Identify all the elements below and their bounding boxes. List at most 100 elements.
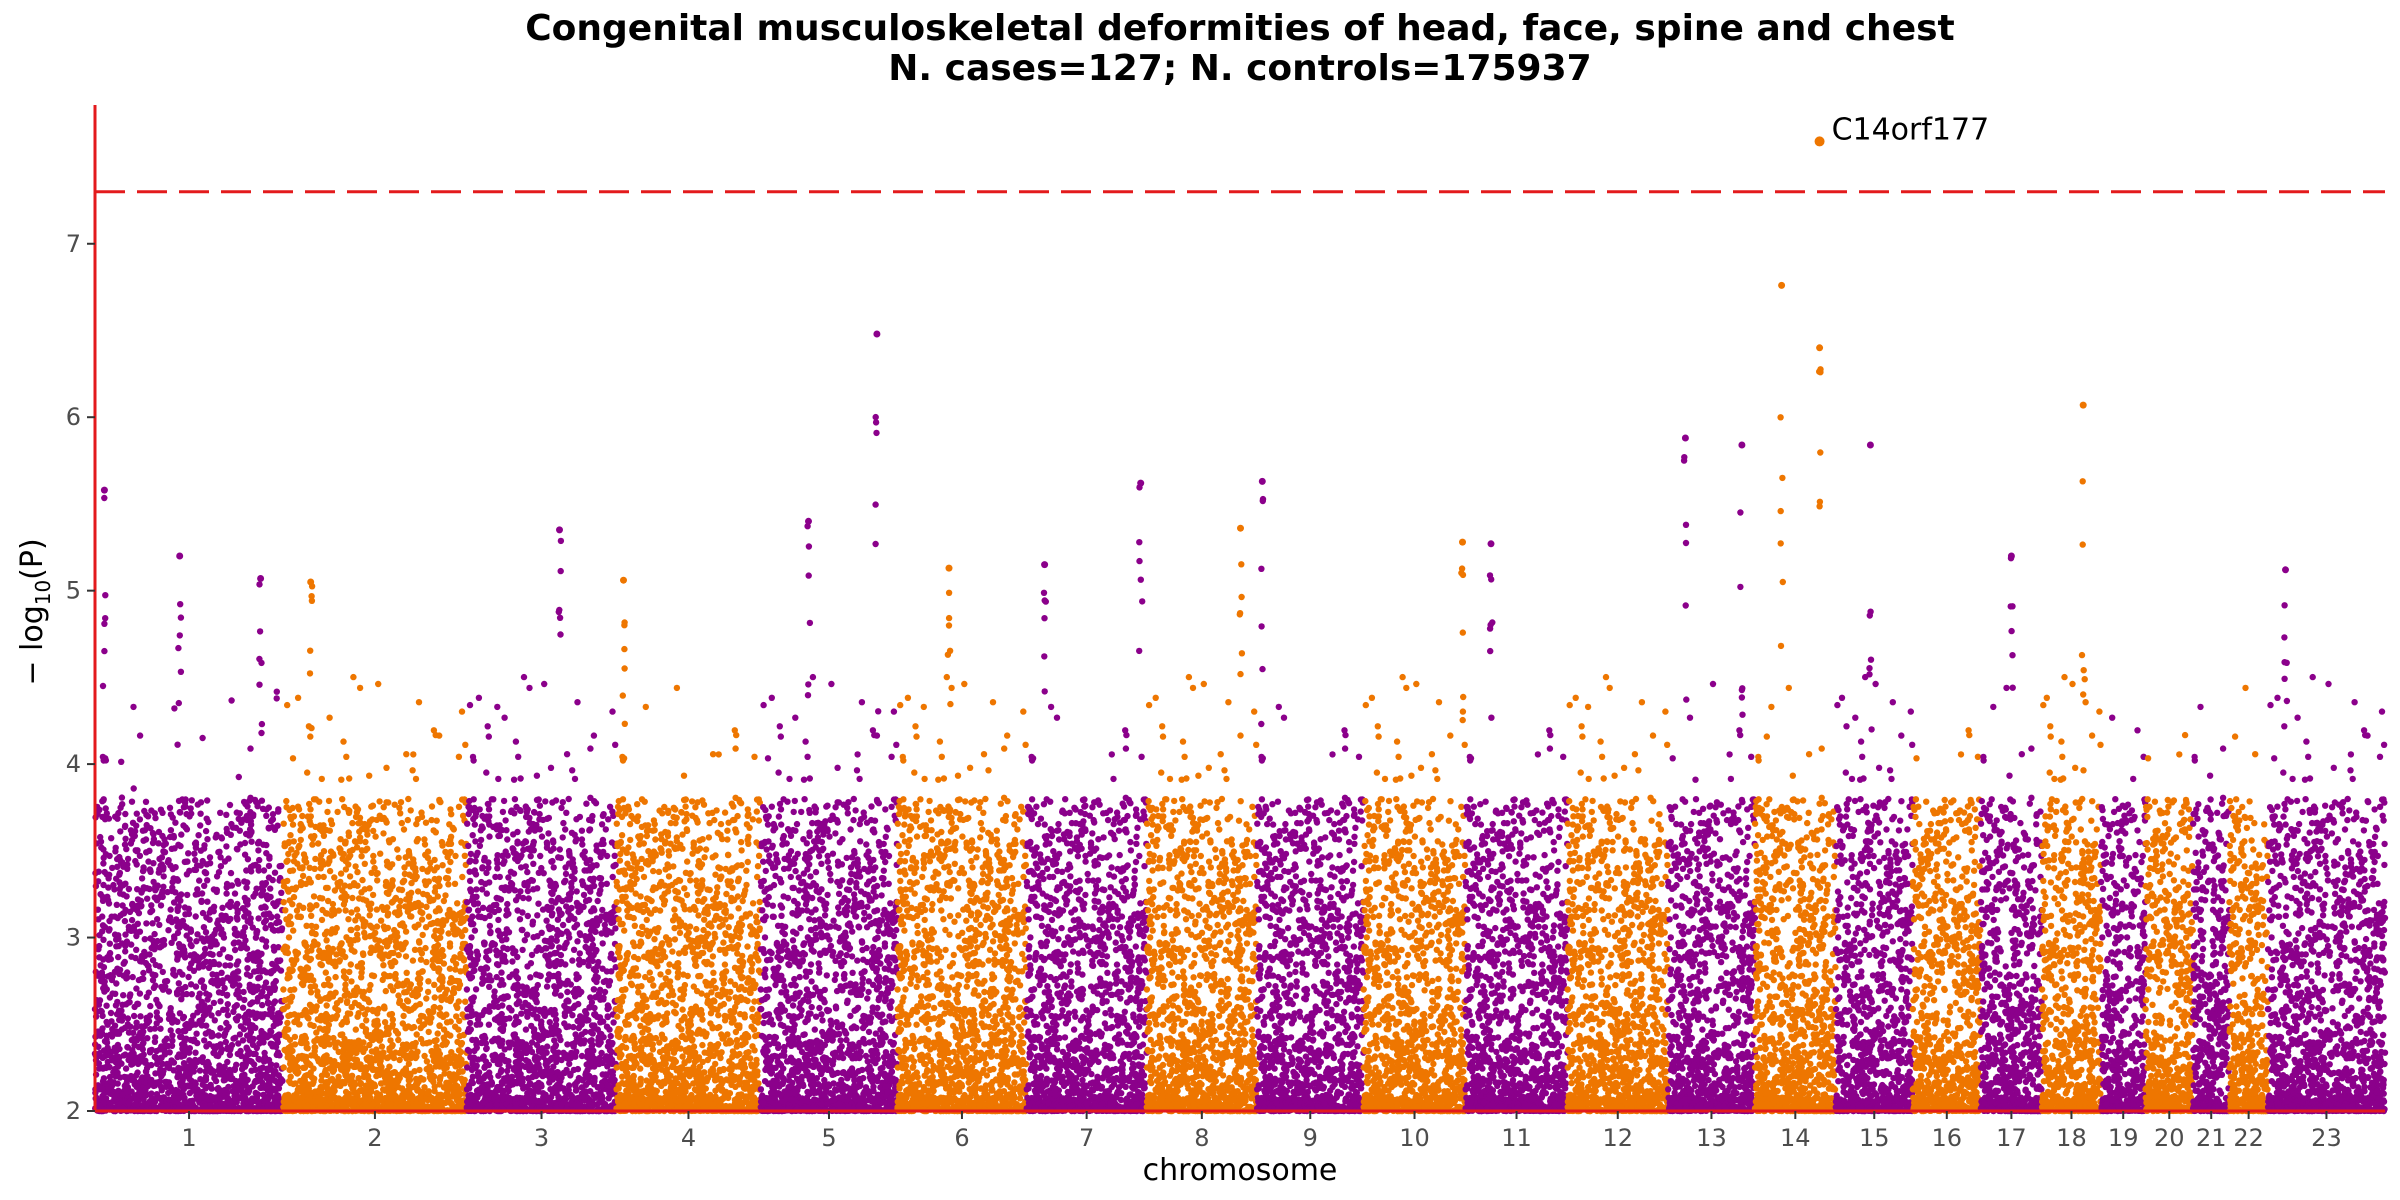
snp-point	[316, 947, 322, 953]
snp-point	[245, 856, 251, 862]
snp-point	[172, 820, 178, 826]
snp-point	[456, 1018, 462, 1024]
snp-point	[135, 896, 141, 902]
snp-point	[405, 998, 411, 1004]
snp-point	[343, 866, 349, 872]
snp-point	[214, 920, 220, 926]
snp-point	[234, 901, 240, 907]
snp-point	[461, 957, 467, 963]
snp-point	[174, 906, 180, 912]
snp-point	[260, 1065, 266, 1071]
snp-point	[380, 1050, 386, 1056]
snp-point	[307, 1092, 313, 1098]
snp-point	[122, 811, 128, 817]
snp-point	[191, 851, 197, 857]
snp-point	[210, 1068, 216, 1074]
snp-point	[223, 913, 229, 919]
snp-point	[342, 907, 348, 913]
snp-point	[272, 998, 278, 1004]
snp-point	[154, 897, 160, 903]
snp-point	[154, 1014, 160, 1020]
snp-point	[227, 802, 233, 808]
snp-point	[227, 1052, 233, 1058]
snp-point	[119, 859, 125, 865]
snp-point	[298, 837, 304, 843]
snp-point	[456, 1068, 462, 1074]
snp-point	[267, 894, 273, 900]
snp-point	[416, 1067, 422, 1073]
snp-point	[221, 1077, 227, 1083]
snp-point	[242, 924, 248, 930]
snp-point	[188, 943, 194, 949]
snp-point	[545, 962, 551, 968]
snp-point	[266, 863, 272, 869]
snp-point	[127, 993, 133, 999]
snp-point	[437, 1051, 443, 1057]
snp-point	[161, 873, 167, 879]
snp-point	[377, 851, 383, 857]
snp-point	[302, 856, 308, 862]
snp-point	[236, 989, 242, 995]
snp-point	[269, 961, 275, 967]
snp-point	[423, 820, 429, 826]
snp-point	[224, 992, 230, 998]
snp-point	[185, 974, 191, 980]
snp-point	[301, 1034, 307, 1040]
snp-point	[436, 1011, 442, 1017]
snp-point	[189, 797, 195, 803]
snp-point	[105, 1045, 111, 1051]
snp-point	[204, 816, 210, 822]
snp-point	[423, 924, 429, 930]
snp-point	[436, 883, 442, 889]
snp-point	[193, 938, 199, 944]
snp-point	[304, 1060, 310, 1066]
snp-point	[354, 844, 360, 850]
snp-point	[323, 910, 329, 916]
snp-point	[445, 841, 451, 847]
snp-point	[118, 883, 124, 889]
snp-point	[117, 870, 123, 876]
snp-point	[327, 828, 333, 834]
snp-point	[329, 1076, 335, 1082]
snp-point	[168, 940, 174, 946]
snp-point	[192, 857, 198, 863]
snp-point	[262, 925, 268, 931]
snp-point	[498, 969, 504, 975]
snp-point	[382, 817, 388, 823]
snp-point	[296, 1053, 302, 1059]
snp-point	[156, 922, 162, 928]
snp-point	[234, 930, 240, 936]
snp-point	[422, 841, 428, 847]
snp-point	[387, 983, 393, 989]
snp-point	[176, 987, 182, 993]
snp-point	[166, 1096, 172, 1102]
snp-point	[324, 929, 330, 935]
snp-point	[418, 809, 424, 815]
snp-point	[293, 957, 299, 963]
snp-point	[583, 801, 589, 807]
snp-point	[364, 1033, 370, 1039]
snp-point	[244, 965, 250, 971]
snp-point	[142, 827, 148, 833]
snp-point	[137, 1092, 143, 1098]
snp-point	[132, 833, 138, 839]
snp-point	[120, 992, 126, 998]
snp-point	[412, 904, 418, 910]
snp-point	[280, 986, 286, 992]
snp-point	[253, 935, 259, 941]
snp-point	[392, 802, 398, 808]
snp-point	[102, 869, 108, 875]
chart-subtitle: N. cases=127; N. controls=175937	[888, 48, 1591, 89]
snp-point	[263, 813, 269, 819]
snp-point	[232, 980, 238, 986]
snp-point	[311, 1098, 317, 1104]
snp-point	[456, 1054, 462, 1060]
snp-point	[433, 732, 439, 738]
snp-point	[444, 1065, 450, 1071]
snp-point	[197, 822, 203, 828]
snp-point	[205, 1059, 211, 1065]
snp-point	[159, 854, 165, 860]
snp-point	[266, 910, 272, 916]
snp-point	[148, 807, 154, 813]
snp-point	[147, 1026, 153, 1032]
